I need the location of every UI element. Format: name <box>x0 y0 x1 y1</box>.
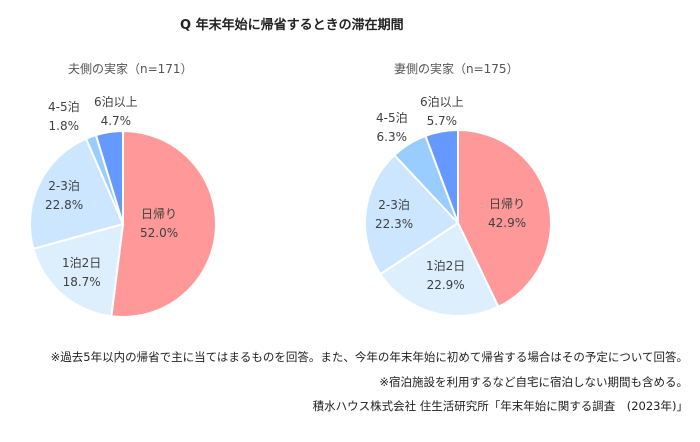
pie-slice <box>364 153 460 276</box>
pie-slice <box>424 128 459 224</box>
pie-slice <box>378 221 500 317</box>
chart-title: Q 年末年始に帰省するときの滞在期間 <box>180 18 404 33</box>
right-label-4-5haku: 4-5泊 6.3% <box>376 111 408 144</box>
right-label-6haku: 6泊以上 5.7% <box>420 95 464 128</box>
left-label-2-3haku: 2-3泊 22.8% <box>45 179 84 212</box>
source-credit: 積水ハウス株式会社 住生活研究所「年末年始に関する調査 (2023年)」 <box>312 399 688 413</box>
pie-slice <box>94 129 124 225</box>
right-label-1haku2ka: 1泊2日 22.9% <box>426 259 466 292</box>
pie-slice <box>457 128 552 309</box>
right-pie-subtitle: 妻側の実家（n=175） <box>394 62 519 76</box>
left-label-4-5haku: 4-5泊 1.8% <box>48 100 80 133</box>
footnote-2: ※宿泊施設を利用するなど自宅に宿泊しない期間も含める。 <box>379 375 688 389</box>
left-label-higaeri: 日帰り 52.0% <box>140 207 179 240</box>
footnote-1: ※過去5年以内の帰省で主に当てはまるものを回答。また、今年の年末年始に初めて帰省… <box>50 350 688 364</box>
left-label-6haku: 6泊以上 4.7% <box>94 95 138 128</box>
pie-slice <box>29 137 125 251</box>
pie-slice <box>32 222 125 318</box>
left-label-1haku2ka: 1泊2日 18.7% <box>62 256 102 289</box>
right-label-higaeri: 日帰り 42.9% <box>488 197 527 230</box>
pie-slice <box>110 129 217 318</box>
right-label-2-3haku: 2-3泊 22.3% <box>375 198 414 231</box>
left-pie-subtitle: 夫側の実家（n=171） <box>68 62 193 76</box>
